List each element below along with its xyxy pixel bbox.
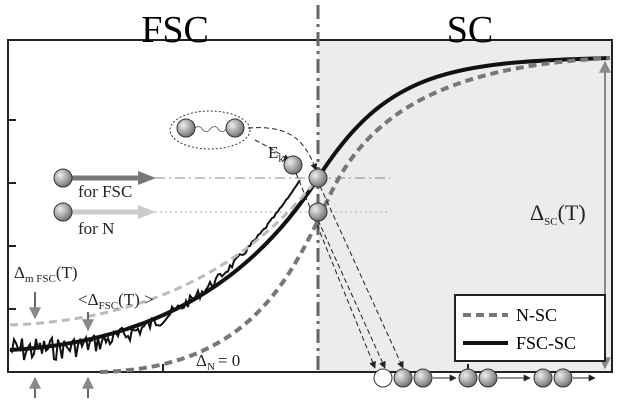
quasiparticle — [534, 369, 552, 387]
subscript: SC — [544, 216, 557, 228]
subscript: k — [278, 153, 284, 165]
quasiparticle — [459, 369, 477, 387]
diagram: FSC SC ΔSC(T) for FSC for N Ek Δm FSC(T)… — [0, 0, 619, 401]
quasiparticle — [394, 369, 412, 387]
symbol: Δ — [14, 263, 25, 282]
subscript: m FSC — [25, 273, 56, 285]
subscript: N — [207, 361, 215, 373]
subscript: FSC — [99, 300, 119, 312]
symbol: Δ — [196, 351, 207, 370]
quasiparticle — [309, 203, 327, 221]
quasiparticle — [374, 369, 392, 387]
delta-sc-label: ΔSC(T) — [530, 200, 586, 228]
quasiparticle — [226, 119, 244, 137]
fsc-avg-curve — [10, 178, 318, 325]
pair-bond — [194, 127, 226, 132]
beam-fsc-head — [138, 171, 156, 185]
argument: = 0 — [218, 351, 240, 370]
quasiparticle — [284, 156, 302, 174]
delta-n-label: ΔN= 0 — [196, 351, 240, 373]
region-label: SC — [447, 9, 493, 51]
quasiparticle — [54, 169, 72, 187]
symbol: E — [268, 143, 278, 162]
quasiparticle — [554, 369, 572, 387]
energy-label: Ek — [268, 143, 284, 165]
delta-fsc-label: <ΔFSC(T) > — [78, 290, 154, 312]
quasiparticle — [309, 169, 327, 187]
symbol: <Δ — [78, 290, 99, 309]
beam-label: for FSC — [78, 182, 132, 201]
quasiparticle — [414, 369, 432, 387]
argument: (T) — [56, 263, 78, 282]
fsc-curve-noise — [10, 180, 300, 360]
page: FSC SC ΔSC(T) for FSC for N Ek Δm FSC(T)… — [0, 0, 619, 401]
legend-label: FSC-SC — [516, 333, 576, 353]
argument: (T) — [558, 200, 586, 225]
symbol: Δ — [530, 200, 544, 225]
argument: (T) > — [118, 290, 154, 309]
delta-mfsc-label: Δm FSC(T) — [14, 263, 78, 285]
beam-label: for N — [78, 219, 114, 238]
quasiparticle — [54, 203, 72, 221]
legend-label: N-SC — [516, 305, 557, 325]
beam-n-head — [138, 205, 156, 219]
region-label: FSC — [141, 9, 209, 51]
quasiparticle — [479, 369, 497, 387]
quasiparticle — [177, 119, 195, 137]
